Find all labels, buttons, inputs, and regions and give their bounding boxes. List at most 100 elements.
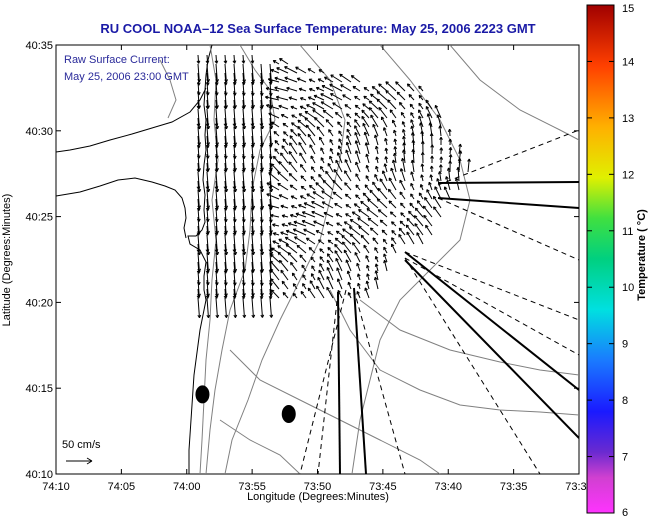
current-vector	[418, 102, 424, 110]
current-vector	[205, 117, 210, 127]
current-vector	[362, 103, 370, 110]
current-vector	[270, 253, 280, 263]
current-vector	[274, 86, 289, 92]
current-vector	[271, 121, 280, 128]
current-vector	[365, 280, 370, 290]
current-vector	[317, 78, 325, 83]
current-vector	[411, 139, 416, 155]
current-vector	[214, 162, 219, 173]
y-tick-label: 40:15	[25, 383, 53, 395]
current-vector	[291, 114, 298, 119]
current-vector	[350, 75, 361, 83]
current-vector	[426, 189, 433, 200]
current-vector	[335, 159, 343, 173]
current-vector	[268, 243, 273, 253]
current-vector	[287, 252, 298, 263]
current-vector	[241, 54, 246, 64]
current-vector	[377, 187, 388, 200]
current-vector	[334, 243, 343, 254]
current-vector	[196, 162, 201, 173]
current-vector	[259, 99, 264, 110]
current-vector	[370, 114, 379, 128]
current-vector	[333, 168, 343, 182]
current-vector	[310, 256, 316, 263]
current-vector	[298, 113, 307, 119]
current-vector	[354, 125, 361, 137]
current-vector	[361, 109, 370, 119]
current-vector	[358, 225, 370, 236]
current-vector	[205, 99, 210, 110]
current-vector	[281, 280, 289, 290]
current-vector	[378, 106, 388, 119]
current-vector	[214, 117, 219, 127]
current-vector	[364, 142, 370, 155]
current-vector	[260, 297, 265, 318]
current-vector	[300, 185, 307, 191]
current-vector	[312, 109, 325, 119]
current-vector	[305, 124, 316, 137]
current-vector	[336, 278, 343, 290]
current-vector	[388, 200, 397, 209]
current-vector	[274, 140, 280, 146]
current-vector	[322, 179, 334, 191]
current-vector	[354, 104, 361, 110]
current-vector	[310, 175, 316, 182]
current-vector	[345, 213, 352, 218]
current-vector	[274, 76, 289, 83]
current-vector	[398, 101, 406, 110]
current-vector	[205, 54, 210, 64]
current-vector	[326, 253, 334, 263]
current-vector	[205, 162, 210, 173]
current-vector	[410, 119, 415, 128]
current-vector	[354, 112, 361, 119]
current-vector	[436, 178, 442, 191]
current-vector	[413, 215, 424, 227]
current-vector	[278, 104, 289, 110]
current-vector	[299, 152, 307, 164]
current-vector	[329, 155, 334, 164]
current-vector	[314, 117, 325, 128]
current-vector	[284, 76, 298, 83]
current-vector	[429, 165, 434, 173]
current-vector	[196, 54, 201, 64]
current-vector	[196, 288, 201, 299]
current-vector	[376, 198, 388, 209]
current-vector	[329, 139, 334, 146]
current-vector	[297, 133, 307, 146]
current-vector	[317, 239, 325, 245]
current-vector	[365, 175, 370, 182]
current-vector	[428, 181, 433, 191]
current-vector	[423, 214, 433, 227]
current-vector	[310, 155, 316, 164]
current-vector	[337, 121, 343, 128]
current-vector	[400, 202, 406, 209]
current-vector	[374, 255, 379, 263]
current-vector	[344, 104, 352, 110]
current-vector	[438, 171, 442, 182]
y-tick-label: 40:25	[25, 212, 53, 224]
current-vector	[393, 152, 397, 164]
current-vector	[272, 232, 280, 236]
current-vector	[292, 292, 298, 299]
current-vector	[267, 203, 280, 209]
current-vector	[273, 155, 280, 164]
current-vector	[384, 147, 389, 155]
current-vector	[363, 244, 370, 254]
current-vector	[382, 127, 388, 137]
current-vector	[327, 231, 334, 236]
current-vector	[391, 119, 397, 128]
current-vector	[334, 250, 343, 263]
current-vector	[313, 94, 325, 101]
current-vector	[311, 265, 316, 272]
current-vector	[320, 165, 325, 173]
current-vector	[344, 193, 352, 200]
current-vector	[326, 259, 334, 272]
x-axis-label: Longitude (Degrees:Minutes)	[247, 491, 389, 503]
current-vector	[336, 267, 343, 281]
current-vector	[232, 117, 237, 127]
current-vector	[366, 264, 370, 272]
current-vector	[380, 116, 388, 128]
current-vector	[418, 109, 424, 119]
current-vector	[448, 138, 453, 146]
current-vector	[371, 86, 379, 92]
